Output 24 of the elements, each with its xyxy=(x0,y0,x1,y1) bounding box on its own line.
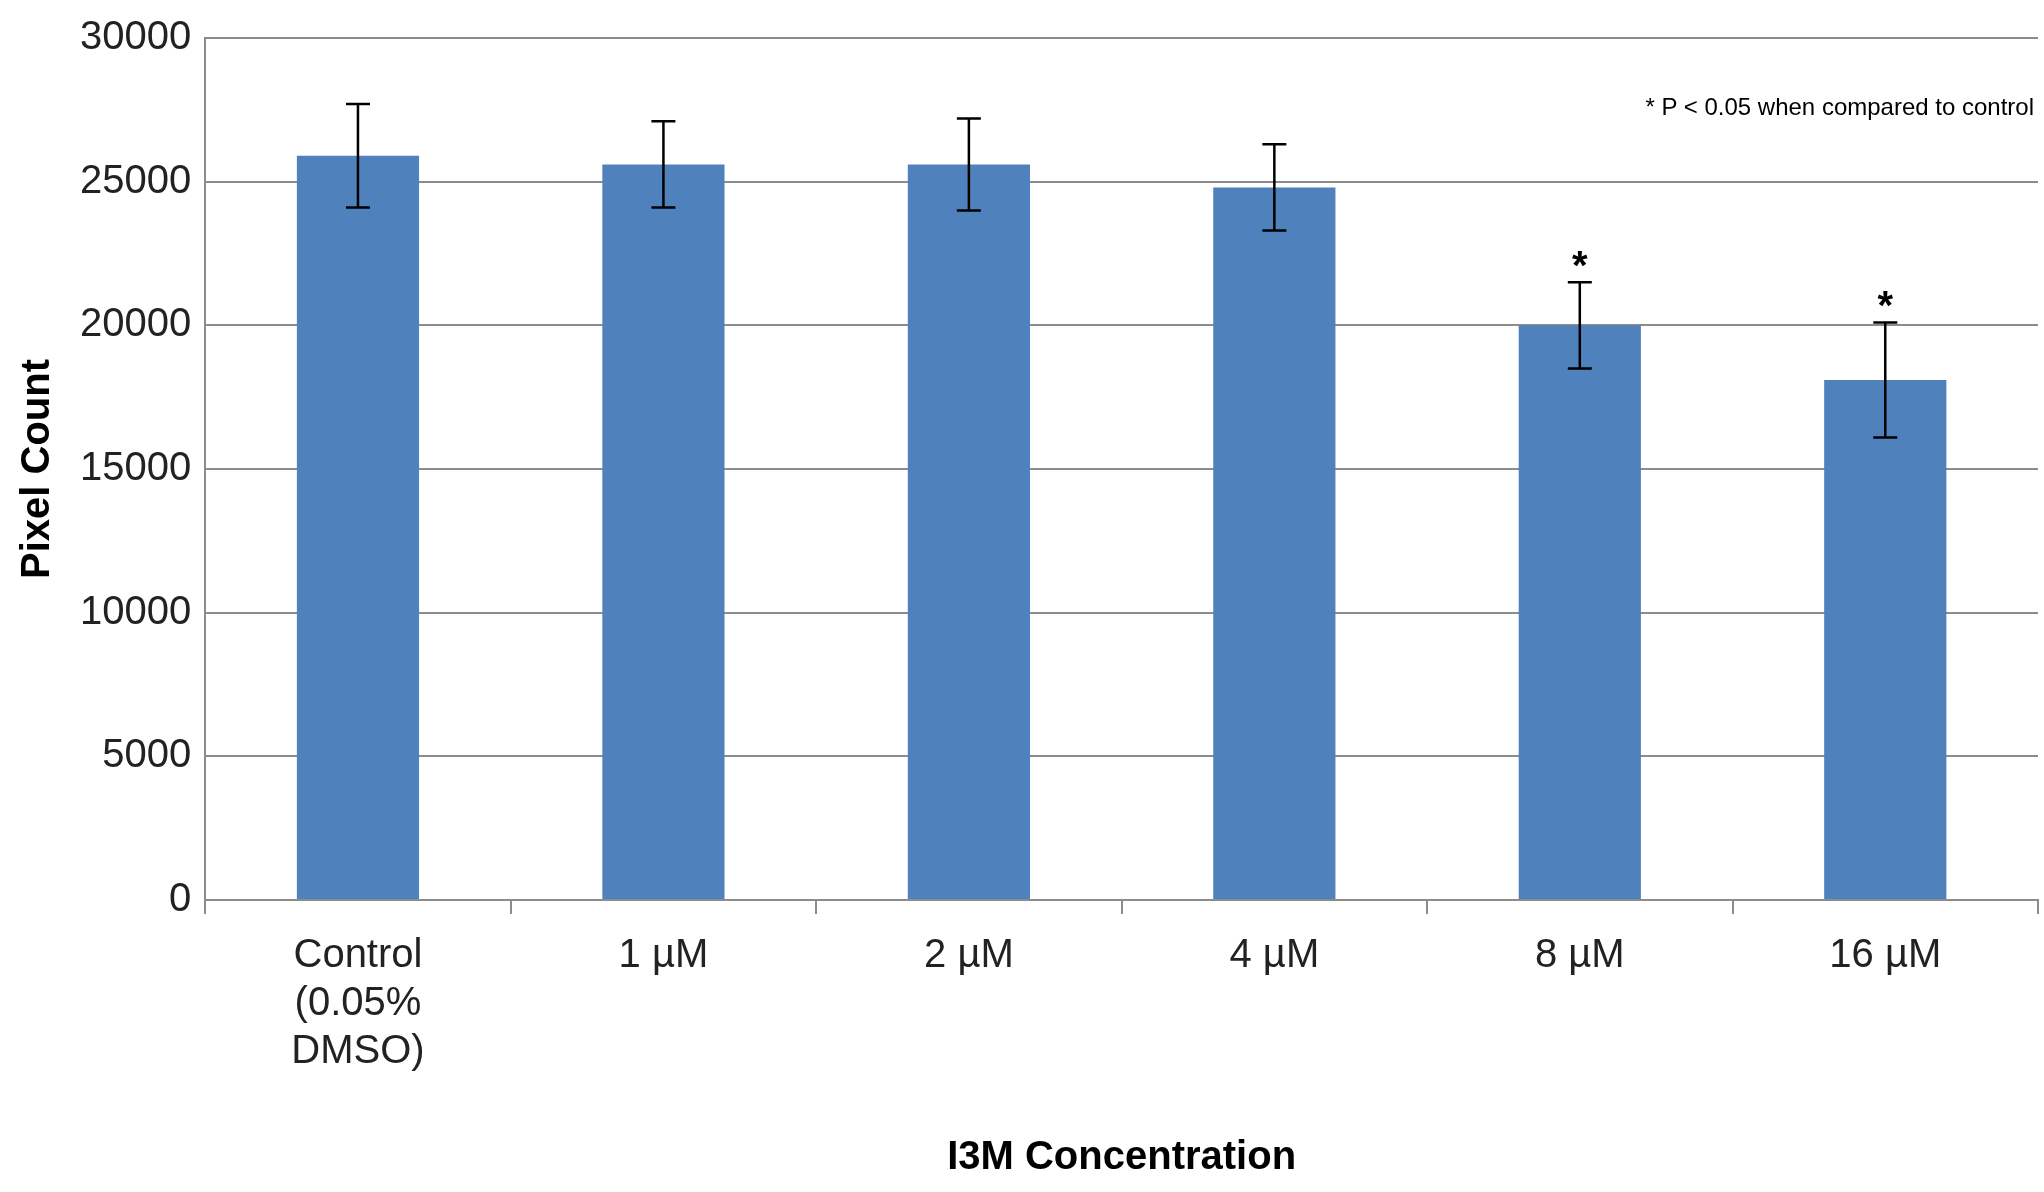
x-tick-label: 8 µM xyxy=(1534,931,1625,976)
y-tick-label: 20000 xyxy=(80,300,192,345)
annotation: * xyxy=(1877,283,1894,328)
bar xyxy=(1213,187,1336,899)
x-tick-label: 4 µM xyxy=(1229,931,1320,976)
y-tick-label: 15000 xyxy=(80,444,192,489)
y-tick-label: 5000 xyxy=(102,731,192,776)
bar xyxy=(602,164,725,899)
annotation: * xyxy=(1572,243,1589,288)
bar xyxy=(907,164,1030,899)
x-tick-label: 1 µM xyxy=(618,931,709,976)
x-tick-label: 16 µM xyxy=(1829,931,1942,976)
y-tick-label: 30000 xyxy=(80,13,192,58)
x-tick-label: 2 µM xyxy=(924,931,1014,976)
x-axis-title: I3M Concentration xyxy=(947,1133,1297,1178)
y-tick-label: 25000 xyxy=(80,156,192,201)
y-tick-label: 10000 xyxy=(80,587,192,632)
annotation: * P < 0.05 when compared to control xyxy=(1645,92,2034,120)
y-tick-label: 0 xyxy=(168,875,192,920)
bar xyxy=(1518,325,1641,899)
y-axis-title: Pixel Count xyxy=(13,358,58,580)
bar xyxy=(296,155,420,899)
x-tick-label: Control (0.05% DMSO) xyxy=(291,931,425,1072)
bar xyxy=(1824,379,1947,899)
